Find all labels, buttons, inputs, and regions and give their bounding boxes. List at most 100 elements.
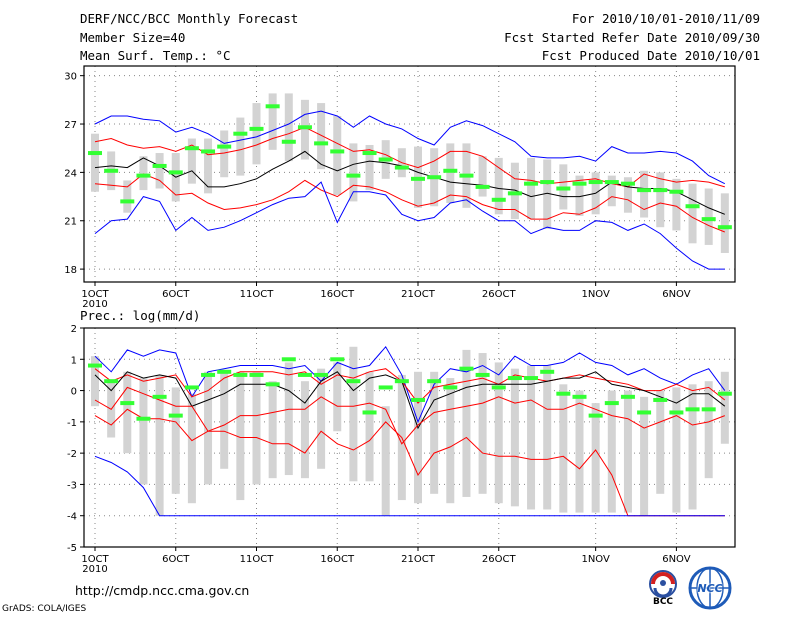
ncc-logo: NCC	[686, 566, 734, 610]
x-tick-label: 21OCT	[401, 554, 436, 565]
spread-box	[720, 193, 729, 253]
median-mark	[669, 410, 684, 415]
median-mark	[572, 181, 587, 186]
median-mark	[136, 416, 151, 421]
median-mark	[184, 385, 199, 390]
series-line-p25	[94, 386, 725, 445]
spread-box	[640, 170, 649, 218]
spread-box	[155, 153, 164, 189]
median-mark	[669, 189, 684, 194]
x-tick-label: 6OCT	[162, 554, 190, 565]
spread-box	[607, 390, 616, 513]
spread-box	[252, 103, 261, 165]
y-tick-label: 0	[71, 387, 77, 398]
median-mark	[540, 369, 555, 374]
spread-box	[123, 180, 132, 213]
median-mark	[588, 413, 603, 418]
x-tick-label: 26OCT	[482, 554, 517, 565]
median-mark	[201, 149, 216, 154]
median-mark	[88, 363, 102, 368]
median-mark	[378, 157, 393, 162]
median-mark	[540, 180, 555, 185]
median-mark	[604, 401, 619, 406]
x-tick-label: 1NOV	[581, 554, 610, 565]
spread-box	[91, 133, 99, 192]
spread-box	[139, 378, 148, 485]
median-mark	[491, 385, 506, 390]
median-mark	[152, 394, 167, 399]
median-mark	[249, 126, 264, 131]
panel-1: 18 21 24 27 30 1OCT 6OCT 11OCT 16OCT 21OCT 26OCT 1N…	[64, 65, 736, 310]
grads-credit: GrADS: COLA/IGES	[2, 604, 87, 614]
median-mark	[637, 188, 652, 193]
spread-box	[300, 381, 309, 479]
median-mark	[394, 165, 409, 170]
bcc-logo-text: BCC	[652, 597, 674, 607]
spread-box	[672, 387, 681, 513]
median-mark	[717, 391, 732, 396]
spread-box	[575, 390, 584, 513]
member-size-label: Member Size=40	[80, 30, 186, 45]
spread-box	[284, 362, 293, 476]
median-mark	[507, 376, 522, 381]
variable-label: Mean Surf. Temp.: °C	[80, 48, 231, 63]
x-tick-label: 16OCT	[320, 289, 355, 300]
spread-box	[220, 130, 229, 178]
median-mark	[427, 175, 442, 180]
spread-box	[640, 396, 649, 516]
series-line-min	[94, 181, 725, 270]
spread-box	[720, 371, 729, 444]
spread-box	[527, 365, 536, 510]
spread-box	[204, 138, 213, 194]
median-mark	[475, 372, 490, 377]
panel-title: Prec.: log(mm/d)	[80, 308, 200, 323]
x-tick-label: 1OCT	[81, 554, 109, 565]
median-mark	[443, 385, 458, 390]
median-mark	[475, 184, 490, 189]
plot-frame	[83, 65, 736, 283]
series-line-p75	[94, 368, 726, 404]
median-mark	[120, 401, 135, 406]
median-mark	[491, 197, 506, 202]
spread-box	[623, 390, 632, 513]
median-mark	[330, 149, 345, 154]
plot-frame	[83, 327, 736, 548]
median-mark	[685, 204, 700, 209]
median-mark	[88, 151, 102, 156]
x-tick-label: 1OCT	[81, 289, 109, 300]
series-line-p25	[94, 173, 725, 233]
median-mark	[104, 168, 119, 173]
spread-box	[688, 183, 697, 244]
median-mark	[604, 180, 619, 185]
x-tick-label: 11OCT	[240, 554, 275, 565]
spread-box	[543, 365, 552, 510]
x-year-label: 2010	[82, 299, 107, 310]
spread-box	[704, 188, 713, 245]
spread-box	[527, 157, 536, 220]
spread-box	[494, 362, 503, 504]
median-mark	[459, 366, 474, 371]
spread-box	[155, 374, 164, 516]
spread-box	[317, 103, 326, 170]
median-mark	[378, 385, 393, 390]
forecast-title: DERF/NCC/BCC Monthly Forecast	[80, 11, 299, 26]
median-mark	[701, 407, 716, 412]
spread-box	[349, 346, 358, 482]
spread-box	[623, 177, 632, 213]
y-tick-label: -3	[67, 480, 77, 491]
x-year-label: 2010	[82, 564, 107, 575]
spread-box	[559, 384, 568, 513]
median-mark	[265, 382, 280, 387]
median-mark	[120, 199, 135, 204]
median-mark	[620, 181, 635, 186]
website-url[interactable]: http://cmdp.ncc.cma.gov.cn	[75, 583, 250, 598]
x-tick-label: 16OCT	[320, 554, 355, 565]
x-tick-label: 21OCT	[401, 289, 436, 300]
median-mark	[556, 391, 571, 396]
spread-box	[591, 403, 600, 513]
spread-box	[446, 143, 455, 204]
spread-box	[317, 368, 326, 469]
spread-box	[430, 371, 439, 494]
spread-box	[220, 371, 229, 469]
